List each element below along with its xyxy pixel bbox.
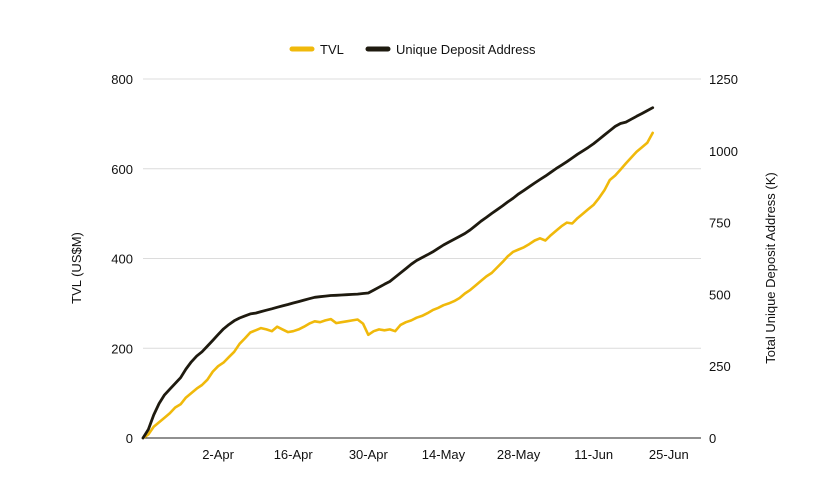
x-tick-label: 2-Apr [202,447,234,462]
x-tick-label: 30-Apr [349,447,389,462]
y-right-tick-label: 1250 [709,72,738,87]
legend-label-tvl: TVL [320,42,344,57]
y-left-tick-label: 0 [126,431,133,446]
y-right-tick-label: 250 [709,359,731,374]
y-left-axis-title: TVL (US$M) [69,232,84,304]
y-right-tick-label: 1000 [709,144,738,159]
series-line-tvl [141,131,654,440]
y-left-tick-label: 200 [111,341,133,356]
y-left-tick-label: 400 [111,252,133,267]
y-right-axis-title: Total Unique Deposit Address (K) [763,172,778,363]
y-right-tick-label: 500 [709,287,731,302]
x-tick-label: 25-Jun [649,447,689,462]
x-tick-label: 28-May [497,447,541,462]
legend: TVL Unique Deposit Address [289,42,536,57]
x-tick-label: 14-May [422,447,466,462]
x-tick-label: 16-Apr [274,447,314,462]
series-line-unique-deposit-address [141,106,655,440]
x-tick-label: 11-Jun [574,447,613,462]
legend-label-unique-deposit-address: Unique Deposit Address [396,42,536,57]
y-left-tick-label: 800 [111,72,133,87]
y-left-tick-label: 600 [111,162,133,177]
y-right-tick-label: 750 [709,216,731,231]
y-right-tick-label: 0 [709,431,716,446]
series-lines [141,106,655,440]
tick-labels: 0 200 400 600 800 0 250 500 750 1000 1250 2-Apr 16-A… [111,72,738,462]
